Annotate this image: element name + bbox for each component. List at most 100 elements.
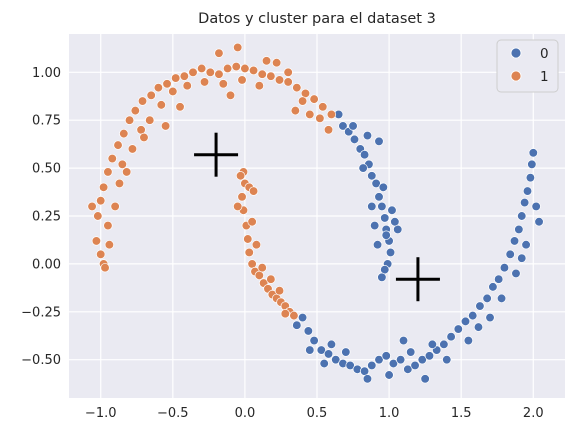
data-point [315,113,325,123]
data-point [511,268,521,279]
data-point [499,263,510,273]
data-point [377,201,387,212]
data-point [98,182,109,192]
data-point [113,140,123,150]
data-point [393,224,403,235]
data-point [305,345,315,355]
data-point [171,73,181,83]
data-point [525,173,536,183]
data-point [290,105,301,116]
data-point [509,236,520,246]
data-point [424,351,435,361]
data-point [292,82,302,93]
data-point [137,96,148,106]
x-tick-label: 0.0 [235,406,256,421]
data-point [139,132,149,143]
data-point [387,205,397,215]
data-point [231,61,241,72]
data-point [243,234,253,244]
data-point [374,136,384,146]
legend-marker-0 [510,47,522,59]
data-point [485,312,495,323]
data-point [453,324,463,334]
data-point [96,249,106,259]
data-point [473,322,484,332]
x-tick-label: 0.5 [307,406,328,421]
data-point [218,79,228,89]
data-point [318,102,328,112]
data-point [370,220,380,231]
data-point [199,77,210,87]
data-point [517,253,527,263]
data-point [266,274,276,284]
series-1 [87,42,337,321]
y-tick-label: −0.50 [21,353,61,368]
data-point [110,201,120,212]
data-point [390,217,400,227]
data-point [372,240,383,250]
data-point [251,240,262,250]
data-point [309,335,319,346]
data-point [517,211,527,221]
legend: 0 1 [496,39,559,93]
data-point [107,153,117,164]
data-point [359,366,370,376]
data-point [235,171,246,181]
data-point [460,316,471,327]
data-point [205,67,215,77]
data-point [527,159,537,169]
data-point [87,201,97,212]
data-point [398,335,409,346]
data-point [522,186,533,196]
data-point [488,282,498,292]
series-0 [292,109,544,384]
data-point [494,274,504,284]
data-point [127,144,138,154]
data-point [146,90,156,100]
data-point [534,217,544,227]
data-point [381,230,391,240]
data-point [326,109,337,120]
data-point [385,247,396,258]
data-point [468,310,478,321]
data-point [103,167,113,177]
data-point [367,171,377,181]
data-point [297,312,308,323]
data-point [326,339,337,350]
data-point [341,347,351,357]
data-point [367,201,377,212]
data-point [188,67,198,77]
data-point [214,48,224,58]
y-tick-label: 1.00 [32,66,61,81]
data-point [168,86,178,97]
data-point [395,355,406,365]
data-point [531,201,541,212]
data-point [153,82,164,93]
data-point [244,247,254,258]
data-point [384,370,394,380]
data-point [100,263,110,273]
data-point [377,272,387,282]
x-tick-label: −0.5 [157,406,189,421]
data-point [261,56,272,66]
data-point [374,355,384,365]
data-point [247,259,257,269]
data-point [505,249,515,259]
data-point [254,81,264,91]
data-point [514,224,524,235]
data-point [297,96,308,106]
data-point [104,240,115,250]
data-point [292,320,302,330]
data-point [403,364,413,374]
data-point [197,63,207,74]
data-point [233,201,243,212]
data-point [410,360,420,371]
centroid-marker [395,257,440,302]
data-point [374,192,384,202]
data-point [323,125,334,135]
data-point [427,339,437,350]
data-point [182,81,192,91]
data-point [359,150,370,160]
data-point [283,77,293,87]
